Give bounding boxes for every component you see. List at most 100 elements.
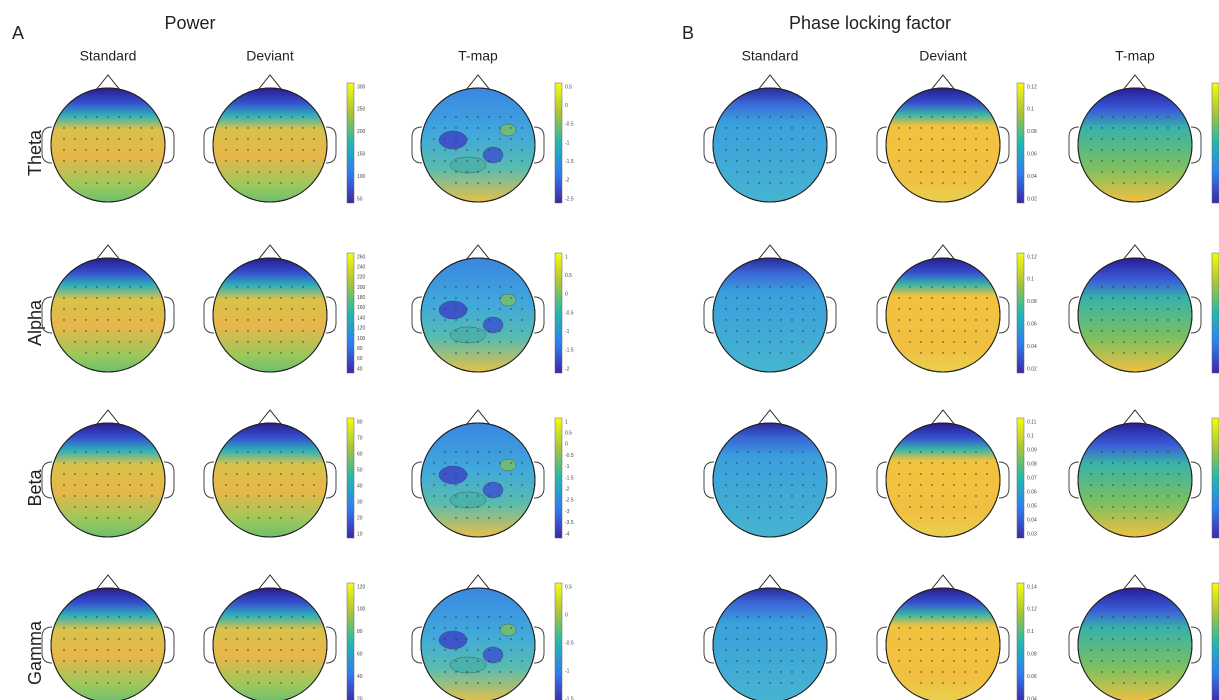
electrode: [1167, 484, 1169, 486]
electrode: [1134, 649, 1136, 651]
electrode: [269, 451, 271, 453]
electrode: [791, 484, 793, 486]
electrode: [488, 627, 490, 629]
electrode: [236, 484, 238, 486]
electrode: [758, 638, 760, 640]
electrode: [74, 330, 76, 332]
electrode: [444, 160, 446, 162]
electrode: [280, 127, 282, 129]
electrode: [1167, 495, 1169, 497]
electrode: [1112, 297, 1114, 299]
electrode: [488, 160, 490, 162]
electrode: [466, 473, 468, 475]
colorbar: [1016, 252, 1025, 374]
electrode: [63, 462, 65, 464]
colorbar: [1016, 582, 1025, 700]
electrode: [510, 451, 512, 453]
colorbar: [554, 82, 563, 204]
electrode: [258, 517, 260, 519]
electrode: [1156, 308, 1158, 310]
topoplot: [1068, 574, 1202, 700]
electrode: [444, 138, 446, 140]
electrode: [736, 319, 738, 321]
electrode: [909, 297, 911, 299]
colorbar-tick-label: 180: [357, 295, 366, 301]
electrode: [1134, 638, 1136, 640]
electrode: [1145, 484, 1147, 486]
electrode: [444, 484, 446, 486]
electrode: [269, 160, 271, 162]
electrode: [302, 506, 304, 508]
electrode: [499, 660, 501, 662]
electrode: [920, 286, 922, 288]
electrode: [1123, 286, 1125, 288]
electrode: [769, 308, 771, 310]
electrode: [510, 638, 512, 640]
electrode: [129, 286, 131, 288]
electrode: [96, 484, 98, 486]
colorbar: [346, 82, 355, 204]
electrode: [758, 495, 760, 497]
electrode: [736, 484, 738, 486]
electrode: [85, 638, 87, 640]
scalp: [1077, 87, 1193, 203]
electrode: [1101, 286, 1103, 288]
electrode: [477, 127, 479, 129]
electrode: [1134, 330, 1136, 332]
electrode: [499, 495, 501, 497]
electrode: [510, 649, 512, 651]
colorbar-tick-label: -1.5: [565, 159, 574, 165]
electrode: [107, 127, 109, 129]
electrode: [118, 127, 120, 129]
electrode: [986, 297, 988, 299]
electrode: [1101, 330, 1103, 332]
electrode: [258, 473, 260, 475]
electrode: [909, 286, 911, 288]
electrode: [477, 149, 479, 151]
electrode: [953, 149, 955, 151]
electrode: [455, 660, 457, 662]
electrode: [499, 308, 501, 310]
electrode: [1156, 660, 1158, 662]
electrode: [931, 127, 933, 129]
electrode: [1090, 627, 1092, 629]
electrode: [280, 462, 282, 464]
electrode: [74, 495, 76, 497]
electrode: [236, 127, 238, 129]
colorbar-tick-label: 120: [357, 326, 366, 332]
electrode: [151, 319, 153, 321]
electrode: [477, 160, 479, 162]
ear: [1190, 626, 1202, 664]
electrode: [466, 286, 468, 288]
electrode: [769, 473, 771, 475]
electrode: [510, 127, 512, 129]
electrode: [521, 319, 523, 321]
electrode: [964, 473, 966, 475]
electrode: [225, 627, 227, 629]
electrode: [909, 649, 911, 651]
electrode: [747, 484, 749, 486]
electrode: [521, 660, 523, 662]
electrode: [964, 341, 966, 343]
electrode: [291, 473, 293, 475]
electrode: [1123, 627, 1125, 629]
electrode: [1156, 341, 1158, 343]
electrode: [236, 160, 238, 162]
electrode: [302, 484, 304, 486]
colorbar-tick-label: 0: [565, 612, 568, 618]
electrode: [769, 616, 771, 618]
electrode: [736, 495, 738, 497]
ear: [703, 626, 715, 664]
electrode: [1156, 484, 1158, 486]
electrode: [942, 297, 944, 299]
ear: [998, 626, 1010, 664]
electrode: [499, 649, 501, 651]
electrode: [909, 616, 911, 618]
electrode: [444, 149, 446, 151]
electrode: [780, 297, 782, 299]
electrode: [129, 171, 131, 173]
electrode: [236, 297, 238, 299]
electrode: [466, 319, 468, 321]
electrode: [1134, 473, 1136, 475]
colorbar-tick-label: 40: [357, 366, 363, 372]
